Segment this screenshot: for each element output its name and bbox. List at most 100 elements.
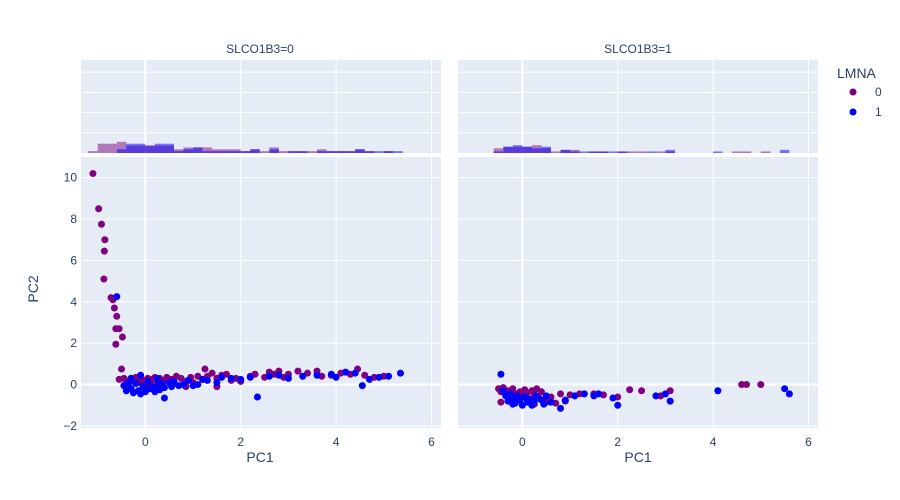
scatter-point-lmna-1 [275, 371, 283, 379]
x-axis-title-1: PC1 [624, 449, 651, 465]
scatter-point-lmna-1 [561, 396, 569, 404]
scatter-point-lmna-0 [100, 275, 108, 283]
scatter-point-lmna-1 [144, 377, 152, 385]
histogram-bar-lmna-1 [116, 149, 127, 153]
scatter-point-lmna-0 [98, 220, 106, 228]
legend-label-0[interactable]: 0 [875, 85, 882, 99]
histogram-bar-lmna-0 [307, 151, 318, 153]
histogram-bar-lmna-1 [297, 151, 308, 153]
histogram-bar-lmna-1 [345, 151, 356, 153]
scatter-point-lmna-1 [358, 382, 366, 390]
x-tick-label: 6 [428, 435, 435, 449]
chart-panels: 0 2 4 6 −2 0 2 4 6 8 10 0 2 4 6 [63, 60, 818, 449]
scatter-point-lmna-0 [201, 365, 209, 373]
histogram-bar-lmna-1 [221, 151, 232, 153]
scatter-point-lmna-0 [638, 387, 646, 395]
scatter-point-lmna-1 [227, 374, 235, 382]
scatter-point-lmna-1 [160, 384, 168, 392]
facet-title-1: SLCO1B3=1 [604, 42, 672, 56]
y-axis-title: PC2 [25, 275, 41, 302]
scatter-point-lmna-1 [396, 369, 404, 377]
scatter-point-lmna-1 [385, 372, 393, 380]
scatter-point-lmna-1 [540, 400, 548, 408]
scatter-point-lmna-1 [180, 381, 188, 389]
histogram-bar-lmna-1 [598, 151, 609, 153]
marginal-histogram-background [81, 60, 441, 153]
scatter-point-lmna-1 [299, 372, 307, 380]
histogram-bar-lmna-1 [269, 149, 279, 153]
histogram-bar-lmna-1 [493, 151, 504, 153]
scatter-point-lmna-1 [246, 373, 254, 381]
scatter-point-lmna-0 [497, 398, 505, 406]
histogram-bar-lmna-1 [173, 151, 184, 153]
scatter-point-lmna-1 [153, 374, 161, 382]
x-tick-label: 4 [333, 435, 340, 449]
facet-panel-0: 0 2 4 6 −2 0 2 4 6 8 10 [63, 60, 441, 449]
histogram-bar-lmna-0 [116, 141, 127, 153]
scatter-point-lmna-0 [113, 312, 121, 320]
scatter-point-lmna-1 [170, 377, 178, 385]
scatter-point-lmna-1 [313, 371, 321, 379]
y-tick-label: 8 [70, 212, 77, 226]
histogram-bar-lmna-1 [560, 149, 571, 153]
histogram-bar-lmna-1 [364, 151, 375, 153]
scatter-point-lmna-1 [571, 392, 579, 400]
histogram-bar-lmna-1 [779, 149, 790, 153]
histogram-bar-lmna-1 [579, 151, 590, 153]
scatter-point-lmna-1 [132, 380, 140, 388]
histogram-bar-lmna-1 [145, 145, 155, 153]
scatter-point-lmna-1 [785, 390, 793, 398]
scatter-point-lmna-1 [332, 373, 340, 381]
scatter-point-lmna-0 [118, 333, 126, 341]
scatter-point-lmna-1 [580, 390, 588, 398]
scatter-point-lmna-0 [626, 386, 634, 394]
scatter-point-lmna-1 [547, 398, 555, 406]
scatter-point-lmna-1 [342, 368, 350, 376]
histogram-bar-lmna-1 [531, 148, 542, 153]
histogram-bar-lmna-1 [374, 151, 384, 153]
scatter-point-lmna-0 [537, 388, 545, 396]
scatter-point-lmna-1 [497, 370, 505, 378]
scatter-point-lmna-0 [100, 247, 108, 255]
histogram-bar-lmna-0 [636, 151, 647, 153]
histogram-bar-lmna-1 [617, 151, 628, 153]
histogram-bar-lmna-1 [665, 149, 675, 153]
scatter-point-lmna-1 [375, 373, 383, 381]
scatter-point-lmna-1 [661, 390, 669, 398]
scatter-point-lmna-1 [137, 371, 145, 379]
scatter-point-lmna-1 [557, 404, 565, 412]
scatter-point-lmna-1 [237, 375, 245, 383]
scatter-point-lmna-1 [351, 369, 359, 377]
histogram-bar-lmna-0 [741, 151, 752, 153]
histogram-bar-lmna-0 [278, 151, 289, 153]
facet-title-0: SLCO1B3=0 [226, 42, 294, 56]
y-tick-label: 6 [70, 253, 77, 267]
histogram-bar-lmna-0 [493, 148, 504, 153]
legend-label-1[interactable]: 1 [875, 105, 882, 119]
scatter-point-lmna-0 [89, 170, 97, 178]
legend[interactable]: LMNA 0 1 [837, 65, 882, 119]
histogram-bar-lmna-0 [202, 147, 213, 153]
scatter-point-lmna-0 [361, 371, 369, 379]
scatter-point-lmna-1 [218, 373, 226, 381]
scatter-plot-background [81, 157, 441, 428]
y-tick-label: 0 [70, 378, 77, 392]
histogram-bar-lmna-1 [336, 151, 346, 153]
scatter-point-lmna-0 [294, 367, 302, 375]
histogram-bar-lmna-0 [760, 151, 771, 153]
scatter-point-lmna-1 [714, 387, 722, 395]
y-tick-label: 10 [64, 171, 78, 185]
legend-marker-1 [849, 108, 857, 116]
scatter-point-lmna-0 [118, 365, 126, 373]
scatter-point-lmna-1 [213, 378, 221, 386]
scatter-point-lmna-1 [781, 385, 789, 393]
histogram-bar-lmna-1 [503, 146, 513, 153]
scatter-point-lmna-1 [509, 400, 517, 408]
scatter-point-lmna-1 [194, 381, 202, 389]
histogram-bar-lmna-1 [570, 151, 580, 153]
histogram-bar-lmna-1 [608, 151, 618, 153]
histogram-bar-lmna-1 [522, 146, 532, 153]
scatter-point-lmna-0 [101, 236, 109, 244]
histogram-bar-lmna-1 [512, 145, 523, 153]
legend-marker-0 [849, 88, 857, 96]
